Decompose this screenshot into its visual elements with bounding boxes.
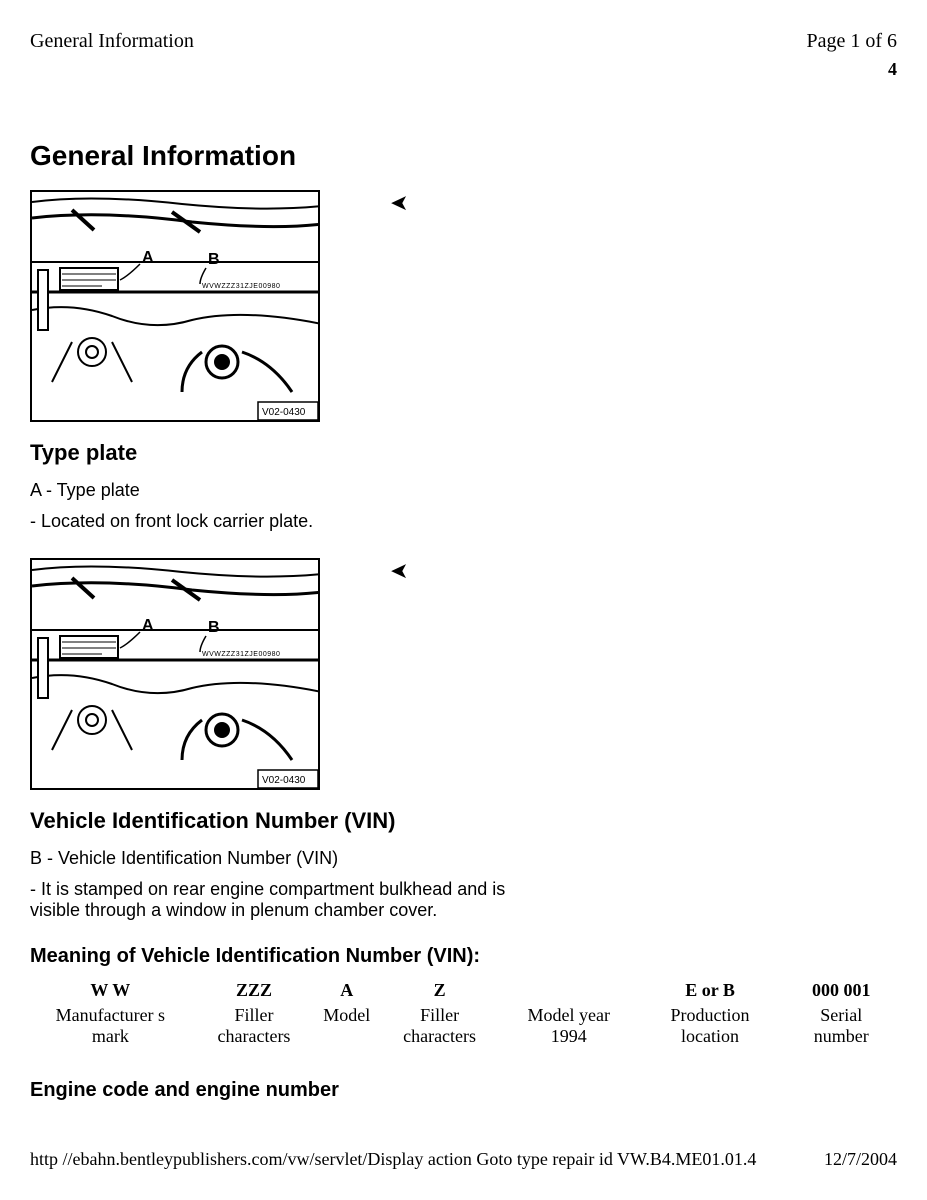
footer-url: http //ebahn.bentleypublishers.com/vw/se… <box>30 1149 756 1170</box>
figure-2: A B WVWZZZ31ZJE00980 V02-0430 <box>30 558 320 790</box>
vin-code-cell: ZZZ <box>191 978 318 1003</box>
type-plate-heading: Type plate <box>30 440 897 466</box>
svg-text:WVWZZZ31ZJE00980: WVWZZZ31ZJE00980 <box>202 651 280 658</box>
footer: http //ebahn.bentleypublishers.com/vw/se… <box>30 1149 897 1170</box>
main-title: General Information <box>30 140 897 172</box>
vin-code-cell <box>503 978 635 1003</box>
vin-meaning-cell: Production location <box>635 1003 786 1049</box>
vin-code-row: W W ZZZ A Z E or B 000 001 <box>30 978 897 1003</box>
svg-text:A: A <box>142 249 154 266</box>
svg-text:V02-0430: V02-0430 <box>262 407 306 418</box>
vin-code-cell: W W <box>30 978 191 1003</box>
vin-meaning-cell: Manufacturer s mark <box>30 1003 191 1049</box>
footer-date: 12/7/2004 <box>824 1149 897 1170</box>
figure-1: A B WVWZZZ31ZJE00980 V02-0430 <box>30 190 320 422</box>
vin-meaning-cell: Filler characters <box>376 1003 503 1049</box>
vin-meaning-row: Manufacturer s mark Filler characters Mo… <box>30 1003 897 1049</box>
header-sub-number: 4 <box>30 59 897 80</box>
vin-meaning-cell: Serial number <box>785 1003 897 1049</box>
svg-text:B: B <box>208 251 220 268</box>
vin-meaning-cell: Model year 1994 <box>503 1003 635 1049</box>
engine-heading: Engine code and engine number <box>30 1079 897 1102</box>
arrow-icon: ➤ <box>390 560 408 582</box>
vin-meaning-cell: Filler characters <box>191 1003 318 1049</box>
svg-text:V02-0430: V02-0430 <box>262 775 306 786</box>
vin-code-cell: Z <box>376 978 503 1003</box>
figure-1-row: A B WVWZZZ31ZJE00980 V02-0430 ➤ <box>30 190 897 422</box>
svg-text:B: B <box>208 619 220 636</box>
header-right: Page 1 of 6 <box>806 30 897 53</box>
figure-2-row: A B WVWZZZ31ZJE00980 V02-0430 ➤ <box>30 558 897 790</box>
vin-line1: B - Vehicle Identification Number (VIN) <box>30 848 550 869</box>
vin-heading: Vehicle Identification Number (VIN) <box>30 808 897 834</box>
arrow-icon: ➤ <box>390 192 408 214</box>
type-plate-line1: A - Type plate <box>30 480 550 501</box>
vin-line2: - It is stamped on rear engine compartme… <box>30 879 550 921</box>
type-plate-line2: - Located on front lock carrier plate. <box>30 511 550 532</box>
vin-meaning-heading: Meaning of Vehicle Identification Number… <box>30 945 897 968</box>
vin-code-cell: E or B <box>635 978 786 1003</box>
header-left: General Information <box>30 30 194 53</box>
svg-text:A: A <box>142 617 154 634</box>
svg-text:WVWZZZ31ZJE00980: WVWZZZ31ZJE00980 <box>202 283 280 290</box>
vin-code-cell: A <box>317 978 376 1003</box>
vin-code-cell: 000 001 <box>785 978 897 1003</box>
vin-table: W W ZZZ A Z E or B 000 001 Manufacturer … <box>30 978 897 1049</box>
vin-meaning-cell: Model <box>317 1003 376 1049</box>
